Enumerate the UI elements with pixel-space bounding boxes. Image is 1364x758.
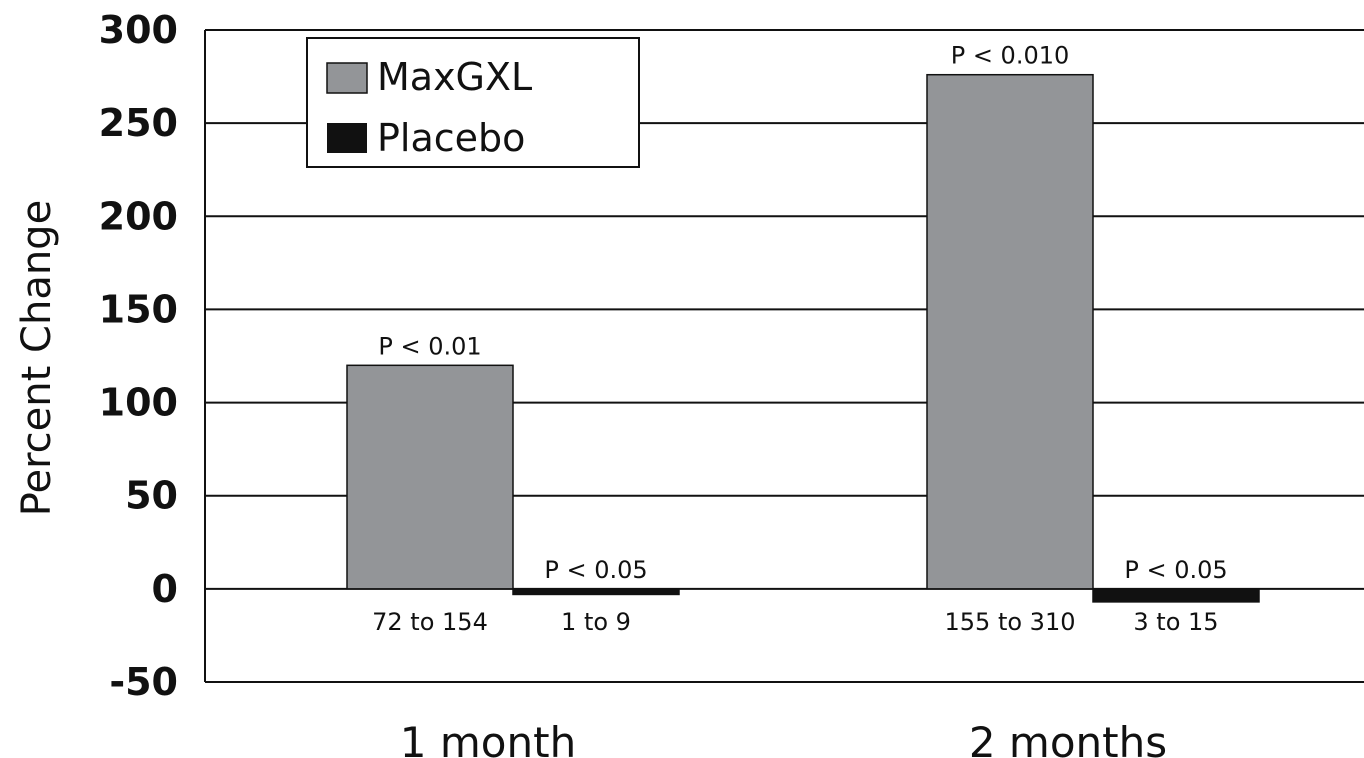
y-tick-labels: 300 250 200 150 100 50 0 -50 [99,8,178,704]
bar-maxgxl-1 [346,364,514,590]
y-tick-label: 50 [125,474,178,518]
range-label: 3 to 15 [1133,608,1218,636]
legend-swatch-placebo [327,123,367,153]
legend-label-maxgxl: MaxGXL [377,55,532,99]
legend: MaxGXL Placebo [306,37,640,168]
bar-maxgxl-2 [926,73,1094,590]
y-tick-label: -50 [109,660,178,704]
y-tick-label: 300 [99,8,178,52]
y-tick-label: 250 [99,101,178,145]
bar-placebo-2 [1092,588,1260,603]
y-tick-label: 200 [99,194,178,238]
legend-label-placebo: Placebo [377,116,525,160]
legend-swatch-maxgxl [326,62,368,94]
y-axis-label: Percent Change [14,200,60,516]
category-label: 2 months [969,718,1167,758]
p-value-label: P < 0.05 [544,556,647,584]
category-labels: 1 month 2 months [400,718,1167,758]
y-tick-label: 0 [152,567,178,611]
range-label: 155 to 310 [945,608,1076,636]
range-label: 72 to 154 [372,608,488,636]
bars: P < 0.01 72 to 154 P < 0.05 1 to 9 P < 0.010… [346,42,1260,636]
p-value-label: P < 0.010 [951,42,1070,70]
category-label: 1 month [400,718,576,758]
y-tick-label: 150 [99,287,178,331]
y-tick-label: 100 [99,381,178,425]
bar-placebo-1 [512,588,680,596]
p-value-label: P < 0.05 [1124,556,1227,584]
range-label: 1 to 9 [561,608,631,636]
p-value-label: P < 0.01 [378,332,481,360]
